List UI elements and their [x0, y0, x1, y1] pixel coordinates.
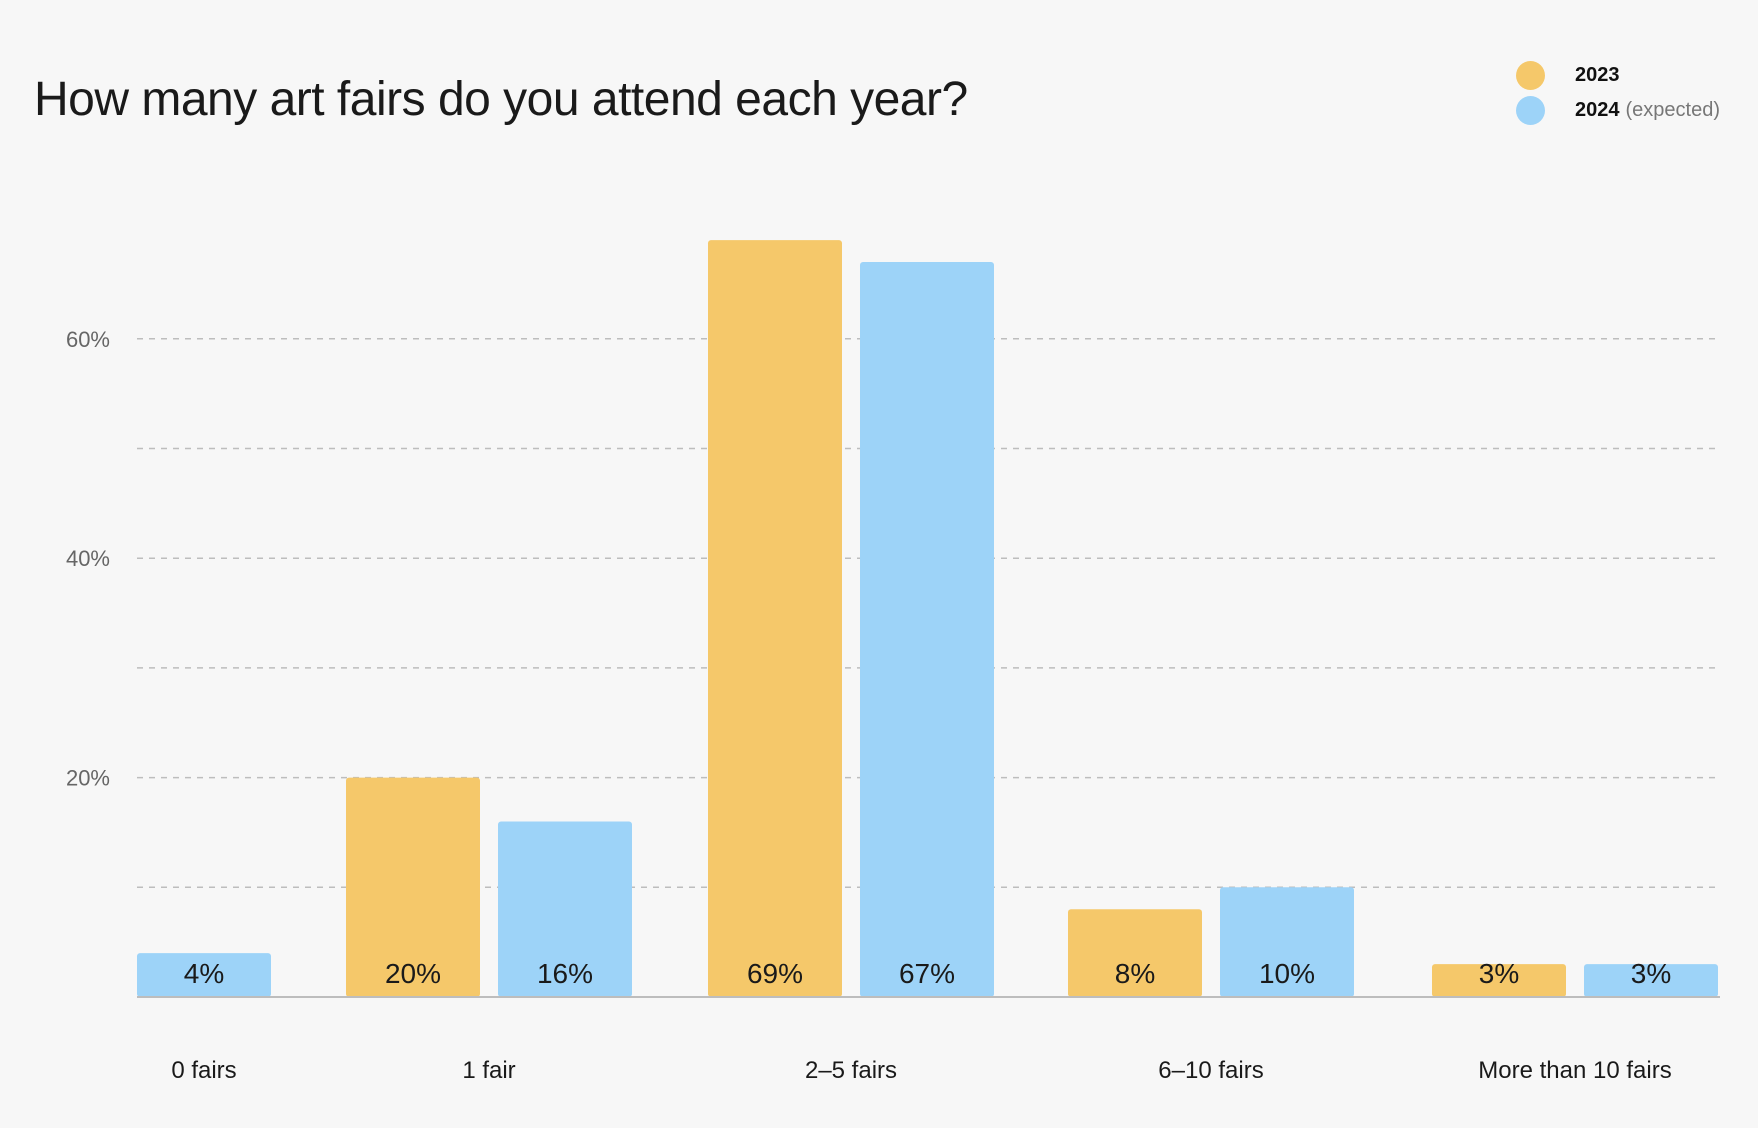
bar-2024-1	[498, 821, 632, 997]
legend-swatch-2023	[1516, 61, 1545, 90]
bar-2024-4	[1584, 964, 1718, 997]
bar-2023-2	[708, 240, 842, 997]
data-label-2023-3: 8%	[1115, 958, 1155, 989]
legend-label-2024: 2024	[1575, 99, 1620, 121]
chart-title: How many art fairs do you attend each ye…	[34, 73, 968, 126]
category-label-4: More than 10 fairs	[1478, 1057, 1671, 1084]
bar-2023-3	[1068, 909, 1202, 997]
y-tick-label-40: 40%	[66, 546, 110, 571]
data-label-2024-0: 4%	[184, 958, 224, 989]
legend-note-2024: (expected)	[1625, 99, 1721, 121]
data-label-2024-1: 16%	[537, 958, 593, 989]
category-label-2: 2–5 fairs	[805, 1057, 897, 1084]
legend-label-2023: 2023	[1575, 64, 1620, 86]
bar-2024-2	[860, 262, 994, 997]
y-tick-label-20: 20%	[66, 766, 110, 791]
legend-swatch-2024	[1516, 96, 1545, 125]
legend: 2023 2024 (expected)	[1516, 58, 1720, 128]
data-label-2024-3: 10%	[1259, 958, 1315, 989]
data-label-2024-2: 67%	[899, 958, 955, 989]
y-tick-label-60: 60%	[66, 327, 110, 352]
data-label-2023-4: 3%	[1479, 958, 1519, 989]
bar-2023-1	[346, 777, 480, 997]
legend-item-2023: 2023	[1516, 58, 1720, 93]
bar-2024-3	[1220, 887, 1354, 997]
bar-2023-4	[1432, 964, 1566, 997]
category-label-3: 6–10 fairs	[1158, 1057, 1263, 1084]
data-label-2023-2: 69%	[747, 958, 803, 989]
data-label-2024-4: 3%	[1631, 958, 1671, 989]
legend-item-2024: 2024 (expected)	[1516, 93, 1720, 128]
category-label-1: 1 fair	[462, 1057, 515, 1084]
data-label-2023-1: 20%	[385, 958, 441, 989]
bar-2024-0	[137, 953, 271, 997]
category-label-0: 0 fairs	[171, 1057, 236, 1084]
